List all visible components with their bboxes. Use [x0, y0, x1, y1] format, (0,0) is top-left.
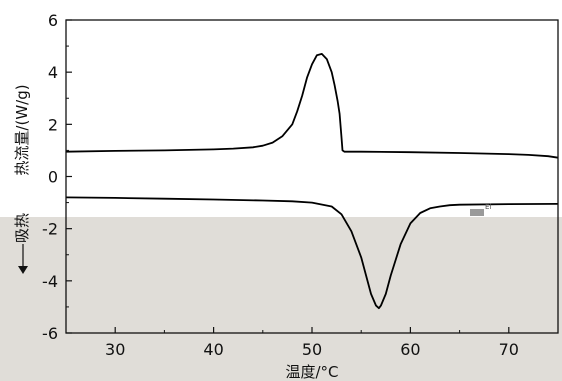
- x-axis-title: 温度/°C: [285, 363, 338, 381]
- series-line-1: [65, 53, 559, 159]
- x-tick-label: 60: [400, 340, 420, 359]
- y-tick-label: 2: [48, 115, 58, 134]
- series-line-2: [65, 196, 559, 310]
- y-tick-label: -2: [42, 220, 58, 239]
- annotation-marker: [470, 209, 484, 216]
- y-tick-label: 4: [48, 63, 58, 82]
- x-tick-label: 30: [105, 340, 125, 359]
- y-tick-label: -6: [42, 324, 58, 343]
- endotherm-arrow-head: [18, 266, 28, 274]
- grey-background-panel: [0, 217, 562, 381]
- axis-layer: 30 40 50 60 70 -6 -4 -2 0 2 4 6: [42, 11, 559, 359]
- y-tick-label: 6: [48, 11, 58, 30]
- y-axis-endotherm-label: 吸热: [13, 213, 31, 243]
- label-layer: El 温度/°C 热流量/(W/g) 吸热: [13, 84, 491, 381]
- series-layer: [65, 53, 559, 310]
- y-axis-title: 热流量/(W/g): [13, 84, 31, 175]
- x-tick-label: 40: [203, 340, 223, 359]
- x-tick-label: 50: [302, 340, 322, 359]
- x-tick-label: 70: [499, 340, 519, 359]
- y-tick-label: 0: [48, 168, 58, 187]
- annotation-text: El: [485, 203, 491, 211]
- y-tick-label: -4: [42, 272, 58, 291]
